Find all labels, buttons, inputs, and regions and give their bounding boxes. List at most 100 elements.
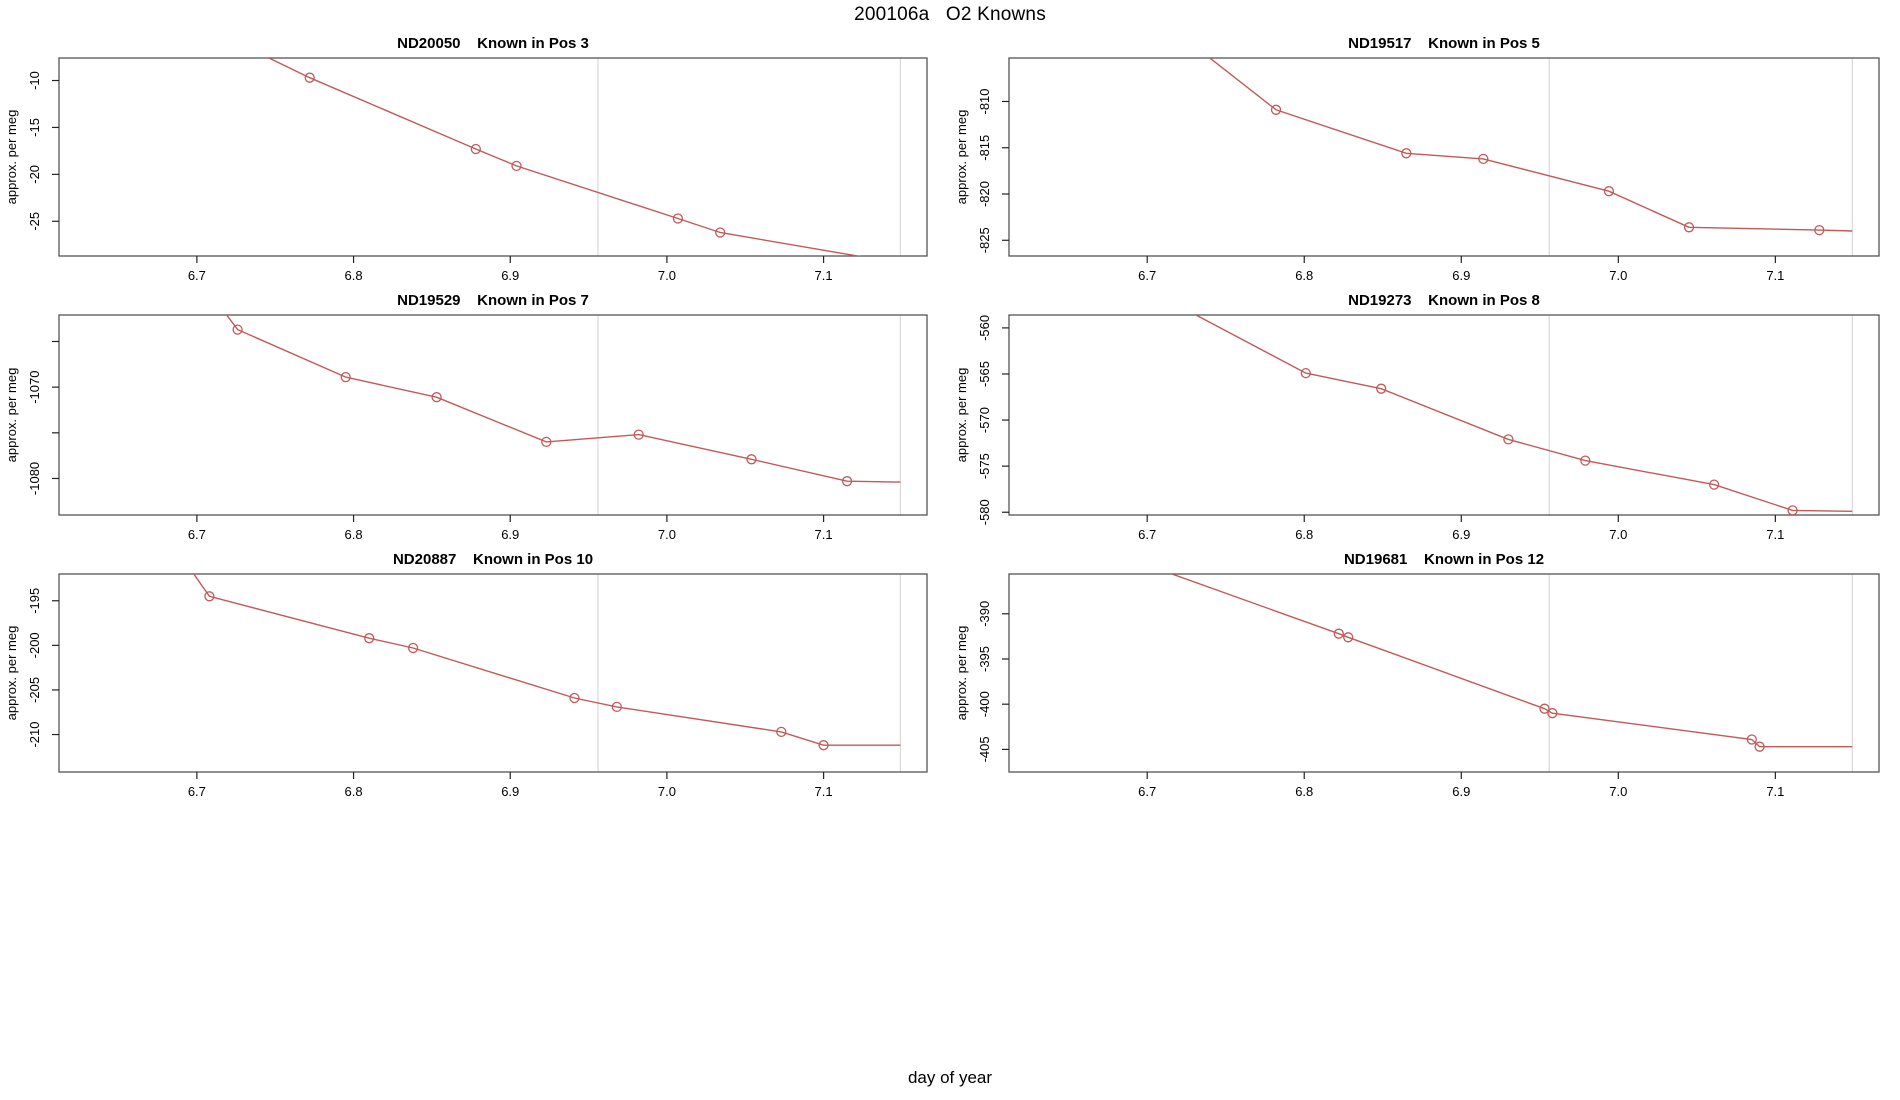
y-axis-label: approx. per meg xyxy=(4,626,19,721)
subplot-title: ND20050 Known in Pos 3 xyxy=(397,35,589,52)
y-tick-label: -825 xyxy=(977,227,992,253)
subplot-ND20887: 6.7 6.8 6.9 7.0 7.1 -195 -200 -205 -210 approx. p… xyxy=(4,551,928,799)
x-tick-label: 7.0 xyxy=(658,784,676,799)
plot-border xyxy=(1008,314,1880,516)
y-tick-label: -565 xyxy=(977,361,992,387)
data-point-marker xyxy=(1580,455,1591,466)
y-axis-label: approx. per meg xyxy=(4,110,19,205)
data-point-marker xyxy=(541,436,552,448)
data-point-marker xyxy=(204,591,215,602)
x-tick-label: 6.7 xyxy=(188,784,206,799)
data-point-marker xyxy=(715,227,726,238)
data-point-marker xyxy=(1300,367,1311,379)
x-tick-label: 6.7 xyxy=(188,268,206,283)
x-tick-label: 7.0 xyxy=(658,268,676,283)
subplot-title: ND20887 Known in Pos 10 xyxy=(393,551,593,568)
x-tick-label: 6.8 xyxy=(1295,527,1313,542)
y-axis-label: approx. per meg xyxy=(4,368,19,463)
y-tick-label: -395 xyxy=(977,646,992,672)
y-tick-label: -210 xyxy=(27,722,42,748)
subplot-title: ND19273 Known in Pos 8 xyxy=(1348,292,1540,309)
y-tick-label: -390 xyxy=(977,601,992,627)
data-point-marker xyxy=(1787,505,1798,515)
data-line xyxy=(192,574,901,746)
plot-border xyxy=(58,57,928,257)
y-tick-label: -575 xyxy=(977,453,992,479)
data-point-marker xyxy=(1539,703,1550,714)
x-tick-label: 7.0 xyxy=(1609,784,1627,799)
data-point-marker xyxy=(633,429,644,440)
data-point-marker xyxy=(364,633,375,644)
x-tick-label: 6.9 xyxy=(1452,268,1470,283)
x-tick-label: 7.1 xyxy=(1766,784,1784,799)
data-point-marker xyxy=(407,642,419,654)
data-point-marker xyxy=(1376,383,1387,394)
data-point-marker xyxy=(470,143,481,155)
subplot-title: ND19517 Known in Pos 5 xyxy=(1348,35,1540,52)
data-line xyxy=(1208,58,1853,232)
data-point-marker xyxy=(672,213,684,224)
x-tick-label: 6.8 xyxy=(345,527,363,542)
y-tick-label: -820 xyxy=(977,181,992,207)
x-tick-label: 6.7 xyxy=(188,527,206,542)
data-point-marker xyxy=(1478,153,1489,165)
x-tick-label: 7.1 xyxy=(815,268,833,283)
data-point-marker xyxy=(1754,741,1765,752)
data-point-marker xyxy=(818,740,829,751)
data-point-marker xyxy=(611,701,622,713)
y-tick-label: -1070 xyxy=(27,371,42,404)
data-point-marker xyxy=(1333,628,1344,639)
x-tick-label: 7.1 xyxy=(815,527,833,542)
y-tick-label: -20 xyxy=(27,165,42,184)
plot-border xyxy=(1008,57,1880,257)
x-tick-label: 6.9 xyxy=(1452,784,1470,799)
page-title: 200106a O2 Knowns xyxy=(854,4,1046,25)
x-axis-shared-label: day of year xyxy=(907,1068,993,1087)
data-point-marker xyxy=(232,324,243,335)
data-line xyxy=(1194,315,1853,512)
y-tick-label: -195 xyxy=(27,588,42,614)
x-tick-label: 7.1 xyxy=(815,784,833,799)
data-point-marker xyxy=(304,72,315,83)
data-point-marker xyxy=(776,726,787,738)
y-axis-label: approx. per meg xyxy=(954,368,969,463)
x-tick-label: 6.8 xyxy=(1295,268,1313,283)
x-tick-label: 6.8 xyxy=(345,268,363,283)
x-tick-label: 7.0 xyxy=(658,527,676,542)
data-point-marker xyxy=(1270,104,1282,115)
x-tick-label: 6.8 xyxy=(345,784,363,799)
x-tick-label: 6.7 xyxy=(1138,268,1156,283)
y-tick-label: -580 xyxy=(977,499,992,525)
subplot-ND19517: 6.7 6.8 6.9 7.0 7.1 -810 -815 -820 -825 approx. p… xyxy=(954,35,1880,283)
plot-border xyxy=(1008,573,1880,773)
y-tick-label: -810 xyxy=(977,88,992,114)
x-tick-label: 6.7 xyxy=(1138,784,1156,799)
x-tick-label: 6.9 xyxy=(501,784,519,799)
data-line xyxy=(1169,574,1853,748)
plot-border xyxy=(58,573,928,773)
x-tick-label: 6.9 xyxy=(501,268,519,283)
y-tick-label: -200 xyxy=(27,632,42,658)
y-tick-label: -205 xyxy=(27,677,42,703)
subplot-ND20050: 6.7 6.8 6.9 7.0 7.1 -10 -15 -20 -25 approx. per m… xyxy=(4,35,928,283)
y-tick-label: -10 xyxy=(27,71,42,90)
x-tick-label: 7.0 xyxy=(1609,268,1627,283)
data-point-marker xyxy=(569,692,580,704)
y-tick-label: -25 xyxy=(27,212,42,231)
subplot-ND19273: 6.7 6.8 6.9 7.0 7.1 -560 -565 -570 -575 -580 appro… xyxy=(954,292,1880,542)
data-point-marker xyxy=(1708,479,1720,490)
subplot-title: ND19529 Known in Pos 7 xyxy=(397,292,589,309)
y-tick-label: -405 xyxy=(977,736,992,762)
x-tick-label: 7.1 xyxy=(1766,527,1784,542)
y-tick-label: -15 xyxy=(27,118,42,137)
data-point-marker xyxy=(1683,222,1695,233)
data-line xyxy=(267,58,862,256)
data-point-marker xyxy=(431,392,442,403)
y-tick-label: -400 xyxy=(977,691,992,717)
data-point-marker xyxy=(1401,148,1412,159)
data-point-marker xyxy=(841,476,853,487)
y-axis-label: approx. per meg xyxy=(954,626,969,721)
x-tick-label: 6.8 xyxy=(1295,784,1313,799)
x-tick-label: 6.7 xyxy=(1138,527,1156,542)
data-point-marker xyxy=(1603,186,1615,197)
